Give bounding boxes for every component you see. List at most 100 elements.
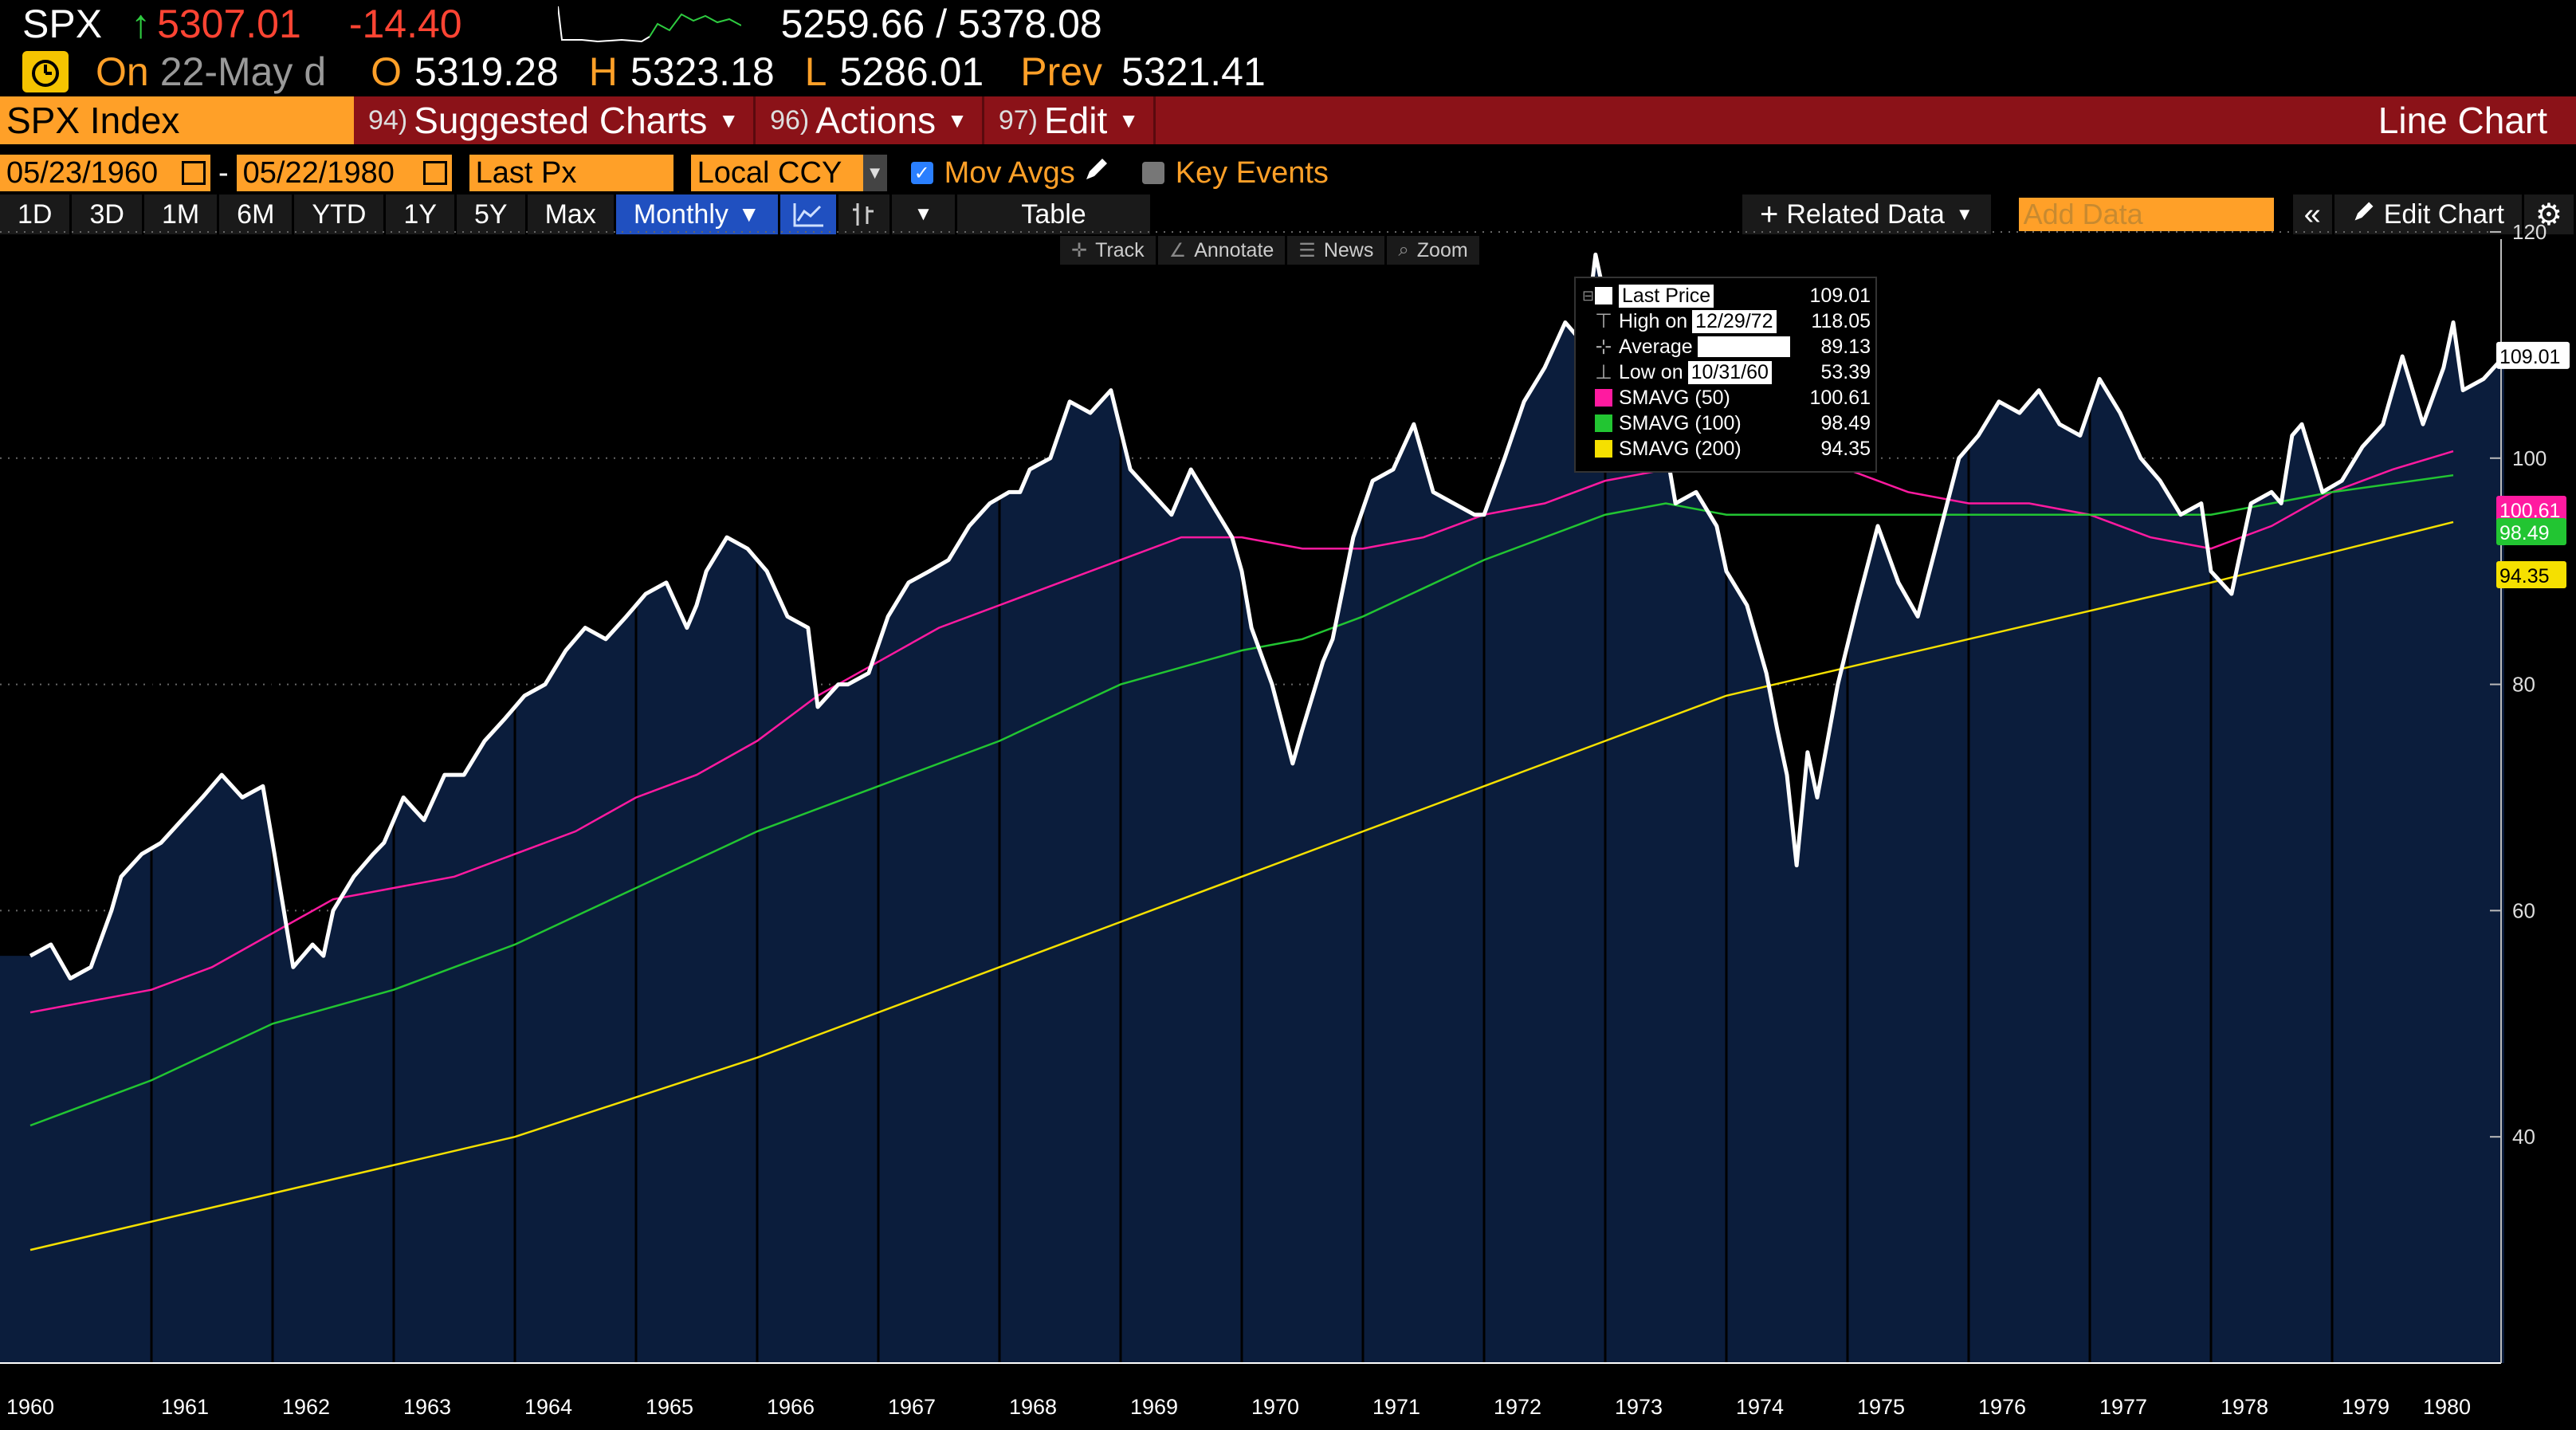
line-chart-icon[interactable] xyxy=(779,194,838,234)
legend-date: 10/31/60 xyxy=(1687,360,1772,384)
x-tick-label: 1969 xyxy=(1130,1395,1178,1419)
menu-number: 97) xyxy=(998,104,1038,136)
news-label: News xyxy=(1323,238,1374,261)
up-arrow-icon: ↑ xyxy=(131,2,151,46)
add-data-input[interactable] xyxy=(2018,198,2274,231)
x-tick-label: 1962 xyxy=(282,1395,330,1419)
calendar-icon[interactable] xyxy=(422,161,447,185)
legend-row-smavg-200[interactable]: SMAVG (200) 94.35 xyxy=(1582,436,1871,462)
low-marker-icon: ⊥ xyxy=(1595,361,1612,383)
menu-label: Edit xyxy=(1043,100,1108,141)
last-price: 5307.01 xyxy=(157,2,301,46)
period-1y[interactable]: 1Y xyxy=(386,194,457,234)
menu-label: Suggested Charts xyxy=(414,100,708,141)
annotate-icon: ∠ xyxy=(1168,239,1187,261)
annotate-label: Annotate xyxy=(1194,238,1274,261)
settings-row: 05/23/1960 - 05/22/1980 Last Px Local CC… xyxy=(0,153,2576,193)
legend-name: SMAVG (200) xyxy=(1619,437,1742,460)
gear-icon[interactable]: ⚙ xyxy=(2523,194,2576,234)
related-data-button[interactable]: + Related Data ▼ xyxy=(1742,194,1993,234)
x-tick-label: 1971 xyxy=(1372,1395,1420,1419)
track-tool[interactable]: ✛ Track xyxy=(1060,236,1158,265)
y-tick-label: 40 xyxy=(2512,1125,2535,1149)
period-6m[interactable]: 6M xyxy=(219,194,295,234)
legend-value: 109.01 xyxy=(1809,284,1871,307)
currency-dropdown-icon[interactable]: ▼ xyxy=(862,155,887,191)
related-data-label: Related Data xyxy=(1786,198,1945,230)
legend-swatch xyxy=(1595,440,1612,458)
period-max[interactable]: Max xyxy=(527,194,616,234)
mov-avgs-label[interactable]: Mov Avgs xyxy=(944,155,1075,190)
x-tick-label: 1974 xyxy=(1736,1395,1784,1419)
legend-date: 12/29/72 xyxy=(1692,309,1777,333)
legend-row-smavg-50[interactable]: SMAVG (50) 100.61 xyxy=(1582,385,1871,411)
chart-subtools: ✛ Track ∠ Annotate ☰ News ⌕ Zoom xyxy=(1060,236,1482,265)
series-line-smavg-50- xyxy=(29,450,2454,1014)
period-3d[interactable]: 3D xyxy=(72,194,144,234)
bar-chart-icon[interactable] xyxy=(838,194,892,234)
x-tick-label: 1978 xyxy=(2221,1395,2268,1419)
ticker-symbol[interactable]: SPX xyxy=(22,2,103,46)
prev-value: 5321.41 xyxy=(1121,49,1266,94)
chart-type-dropdown-icon[interactable]: ▼ xyxy=(891,194,958,234)
period-1d[interactable]: 1D xyxy=(0,194,73,234)
suggested-charts-menu[interactable]: 94) Suggested Charts ▼ xyxy=(354,96,756,144)
currency-value: Local CCY xyxy=(697,155,842,190)
legend-name: SMAVG (100) xyxy=(1619,411,1742,434)
caret-down-icon: ▼ xyxy=(1118,108,1139,132)
quote-date: 22-May d xyxy=(159,49,327,94)
security-field[interactable]: SPX Index xyxy=(0,96,354,144)
start-date-field[interactable]: 05/23/1960 xyxy=(0,155,210,191)
last-value-tag xyxy=(2496,496,2566,523)
low-label: L xyxy=(804,49,827,94)
toolbar-gap xyxy=(1993,194,2019,234)
legend-row-smavg-100[interactable]: SMAVG (100) 98.49 xyxy=(1582,411,1871,436)
legend-row-high[interactable]: ⊤ High on 12/29/72 118.05 xyxy=(1582,308,1871,334)
legend-value: 89.13 xyxy=(1820,335,1871,358)
news-tool[interactable]: ☰ News xyxy=(1287,236,1388,265)
calendar-icon[interactable] xyxy=(182,161,206,185)
collapse-box-icon[interactable]: ⊟ xyxy=(1582,287,1595,304)
high-label: H xyxy=(588,49,618,94)
legend-row-last-price[interactable]: ⊟ Last Price 109.01 xyxy=(1582,283,1871,308)
last-value-tag-label: 98.49 xyxy=(2499,522,2550,544)
low-value: 5286.01 xyxy=(839,49,984,94)
caret-down-icon: ▼ xyxy=(718,108,740,132)
end-date-field[interactable]: 05/22/1980 xyxy=(236,155,452,191)
clock-icon[interactable] xyxy=(22,51,69,92)
x-tick-label: 1964 xyxy=(524,1395,572,1419)
period-ytd[interactable]: YTD xyxy=(294,194,387,234)
price-area-fill xyxy=(30,254,2504,1363)
legend-name: Low on xyxy=(1619,360,1683,383)
y-tick-label: 100 xyxy=(2512,446,2547,470)
open-label: O xyxy=(371,49,402,94)
pencil-icon[interactable] xyxy=(1083,155,1110,191)
frequency-dropdown[interactable]: Monthly ▼ xyxy=(615,194,780,234)
legend-name: Last Price xyxy=(1619,284,1714,308)
legend-value: 53.39 xyxy=(1820,360,1871,383)
legend-row-low[interactable]: ⊥ Low on 10/31/60 53.39 xyxy=(1582,359,1871,385)
edit-menu[interactable]: 97) Edit ▼ xyxy=(984,96,1156,144)
x-tick-label: 1966 xyxy=(767,1395,815,1419)
zoom-tool[interactable]: ⌕ Zoom xyxy=(1387,236,1482,265)
y-tick-label: 80 xyxy=(2512,673,2535,697)
mov-avgs-checkbox[interactable]: ✓ xyxy=(910,162,933,184)
period-1m[interactable]: 1M xyxy=(143,194,220,234)
high-value: 5323.18 xyxy=(630,49,775,94)
legend-row-average[interactable]: ⊹ Average 89.13 xyxy=(1582,334,1871,359)
collapse-double-chevron-icon[interactable]: « xyxy=(2292,194,2334,234)
legend-swatch xyxy=(1595,287,1612,304)
annotate-tool[interactable]: ∠ Annotate xyxy=(1157,236,1288,265)
table-button[interactable]: Table xyxy=(957,194,1153,234)
field-selector[interactable]: Last Px xyxy=(469,155,673,191)
key-events-checkbox[interactable] xyxy=(1141,162,1164,184)
actions-menu[interactable]: 96) Actions ▼ xyxy=(756,96,984,144)
chart-legend[interactable]: ⊟ Last Price 109.01 ⊤ High on 12/29/72 1… xyxy=(1574,277,1877,473)
caret-down-icon: ▼ xyxy=(737,202,760,226)
x-tick-label: 1968 xyxy=(1009,1395,1057,1419)
currency-selector[interactable]: Local CCY xyxy=(690,155,863,191)
key-events-label[interactable]: Key Events xyxy=(1175,155,1329,190)
series-line-smavg-100- xyxy=(29,473,2454,1127)
edit-chart-button[interactable]: Edit Chart xyxy=(2334,194,2524,234)
period-5y[interactable]: 5Y xyxy=(457,194,528,234)
